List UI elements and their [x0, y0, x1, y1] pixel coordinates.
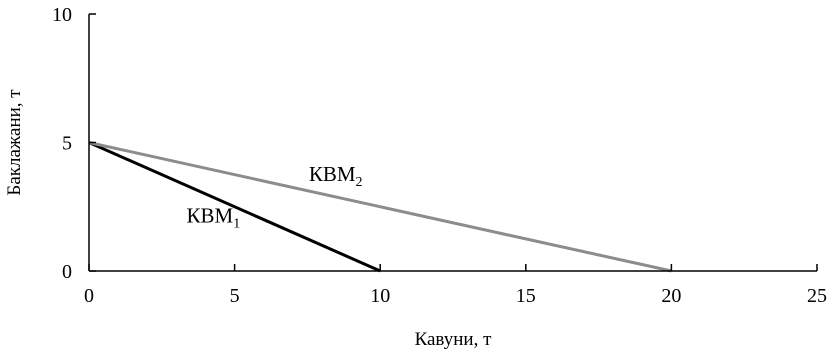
y-tick-label: 10: [52, 4, 72, 26]
x-tick-label: 10: [370, 285, 390, 307]
series-line-2: [88, 141, 672, 273]
series-layer: [88, 141, 672, 273]
x-tick-label: 25: [807, 285, 827, 307]
x-axis-label: Кавуни, т: [415, 329, 493, 350]
y-axis-label: Баклажани, т: [4, 89, 25, 196]
y-tick-label: 5: [62, 133, 72, 155]
y-ticks: 0 5 10: [52, 4, 96, 283]
x-tick-label: 15: [516, 285, 536, 307]
series-label-2: КВМ2: [309, 162, 363, 190]
x-tick-label: 20: [661, 285, 681, 307]
series-line-1: [88, 141, 381, 273]
y-tick-label: 0: [62, 261, 72, 283]
series-labels: КВМ1 КВМ2: [187, 162, 363, 232]
x-tick-label: 0: [84, 285, 94, 307]
x-tick-label: 5: [230, 285, 240, 307]
x-ticks: 0 5 10 15 20 25: [84, 264, 827, 307]
series-label-1: КВМ1: [187, 204, 241, 232]
